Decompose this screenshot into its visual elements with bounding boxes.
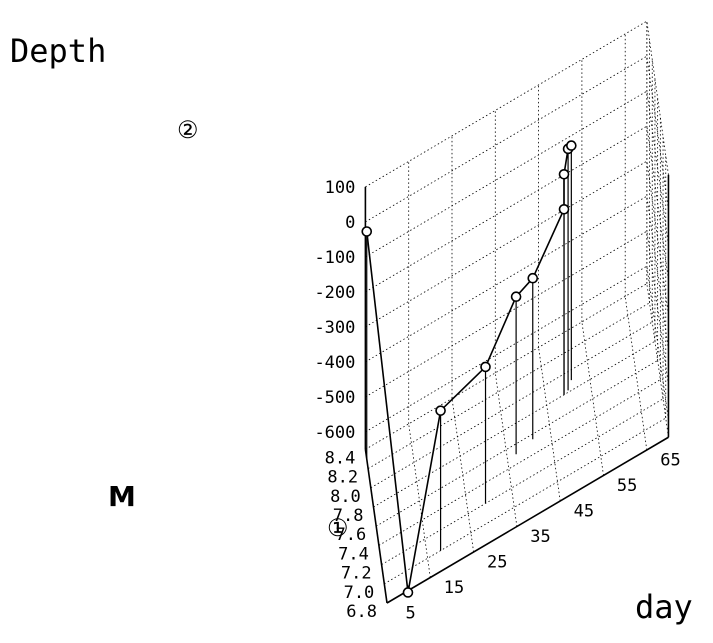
y-tick-label: 6.8 xyxy=(346,602,377,622)
side-wall-gridline xyxy=(646,231,669,385)
back-wall-gridline xyxy=(365,55,648,223)
back-wall-gridline xyxy=(365,125,648,293)
z-tick-label: -600 xyxy=(314,423,355,443)
y-tick-label: 8.2 xyxy=(327,468,358,488)
y-tick-label: 8.0 xyxy=(330,487,361,507)
z-tick-label: -200 xyxy=(314,283,355,303)
x-tick-label: 15 xyxy=(444,578,464,598)
floor-gridline xyxy=(365,283,648,450)
data-point xyxy=(566,140,577,151)
floor-gridline xyxy=(451,398,474,553)
x-tick-label: 55 xyxy=(617,476,637,496)
y-tick-label: 7.4 xyxy=(338,544,369,564)
floor-gridline xyxy=(370,321,653,489)
data-point xyxy=(510,291,522,303)
x-tick-label: 45 xyxy=(574,501,594,521)
floor-gridline xyxy=(624,296,648,451)
floor-gridline xyxy=(367,302,650,469)
annotation-1: ① xyxy=(327,514,349,542)
data-point xyxy=(361,226,373,237)
x-tick-label: 5 xyxy=(406,603,416,623)
x-tick-label: 25 xyxy=(487,552,507,572)
x-tick-label: 35 xyxy=(530,527,550,547)
data-points xyxy=(361,140,577,598)
data-point xyxy=(480,361,491,373)
frame-layer xyxy=(364,174,670,604)
data-point xyxy=(402,587,414,598)
floor-gridline xyxy=(384,417,666,585)
drop-lines xyxy=(366,145,572,593)
z-tick-label: -500 xyxy=(314,388,355,408)
z-axis-title: Depth xyxy=(10,32,106,70)
back-wall-gridline xyxy=(365,230,648,398)
x-axis-title: day xyxy=(635,588,693,626)
x-axis-line xyxy=(386,436,669,604)
back-wall-gridline xyxy=(365,20,648,188)
z-tick-label: 0 xyxy=(345,213,355,233)
annotation-2: ② xyxy=(177,116,199,144)
back-wall-gridline xyxy=(365,90,648,258)
side-wall-gridline xyxy=(646,91,669,245)
y-tick-label: 8.4 xyxy=(325,448,356,468)
z-tick-label: -400 xyxy=(314,353,355,373)
data-point xyxy=(558,204,570,215)
floor-gridline xyxy=(408,423,431,578)
side-wall-gridline xyxy=(646,161,669,315)
floor-gridline xyxy=(646,283,669,438)
series-line xyxy=(366,145,572,593)
back-wall-gridline xyxy=(365,265,648,433)
side-wall-gridline xyxy=(646,196,669,350)
data-point xyxy=(558,169,570,180)
floor-gridline xyxy=(494,372,518,527)
data-point xyxy=(527,272,539,284)
y-tick-label: 7.2 xyxy=(341,564,372,584)
floor-gridline xyxy=(581,321,604,476)
y-tick-label: 7.0 xyxy=(344,583,375,603)
z-tick-label: -300 xyxy=(314,318,355,338)
side-wall-gridline xyxy=(646,266,669,420)
x-tick-label: 65 xyxy=(660,450,680,470)
floor-gridline xyxy=(378,379,661,546)
y-tick-label: 7.6 xyxy=(335,525,366,545)
tick-labels: 5 15 25 35 45 55 65 6.87.07.27.47.67.88.08.28.4… xyxy=(314,178,680,623)
grid-layer xyxy=(364,20,669,604)
side-wall-gridline xyxy=(646,126,669,280)
back-wall-gridline xyxy=(365,195,648,363)
y-axis-line xyxy=(364,449,388,604)
floor-gridline xyxy=(375,360,658,527)
back-wall-gridline xyxy=(365,160,648,328)
data-point xyxy=(435,405,446,416)
floor-gridline xyxy=(373,340,656,508)
side-wall-gridline xyxy=(646,21,669,175)
floor-gridline xyxy=(381,398,664,565)
z-tick-label: 100 xyxy=(325,178,356,198)
z-tick-label: -100 xyxy=(314,248,355,268)
side-wall-gridline xyxy=(646,56,669,210)
y-tick-label: 7.8 xyxy=(333,506,364,526)
y-axis-title: M xyxy=(108,480,136,513)
floor-gridline xyxy=(538,347,561,502)
